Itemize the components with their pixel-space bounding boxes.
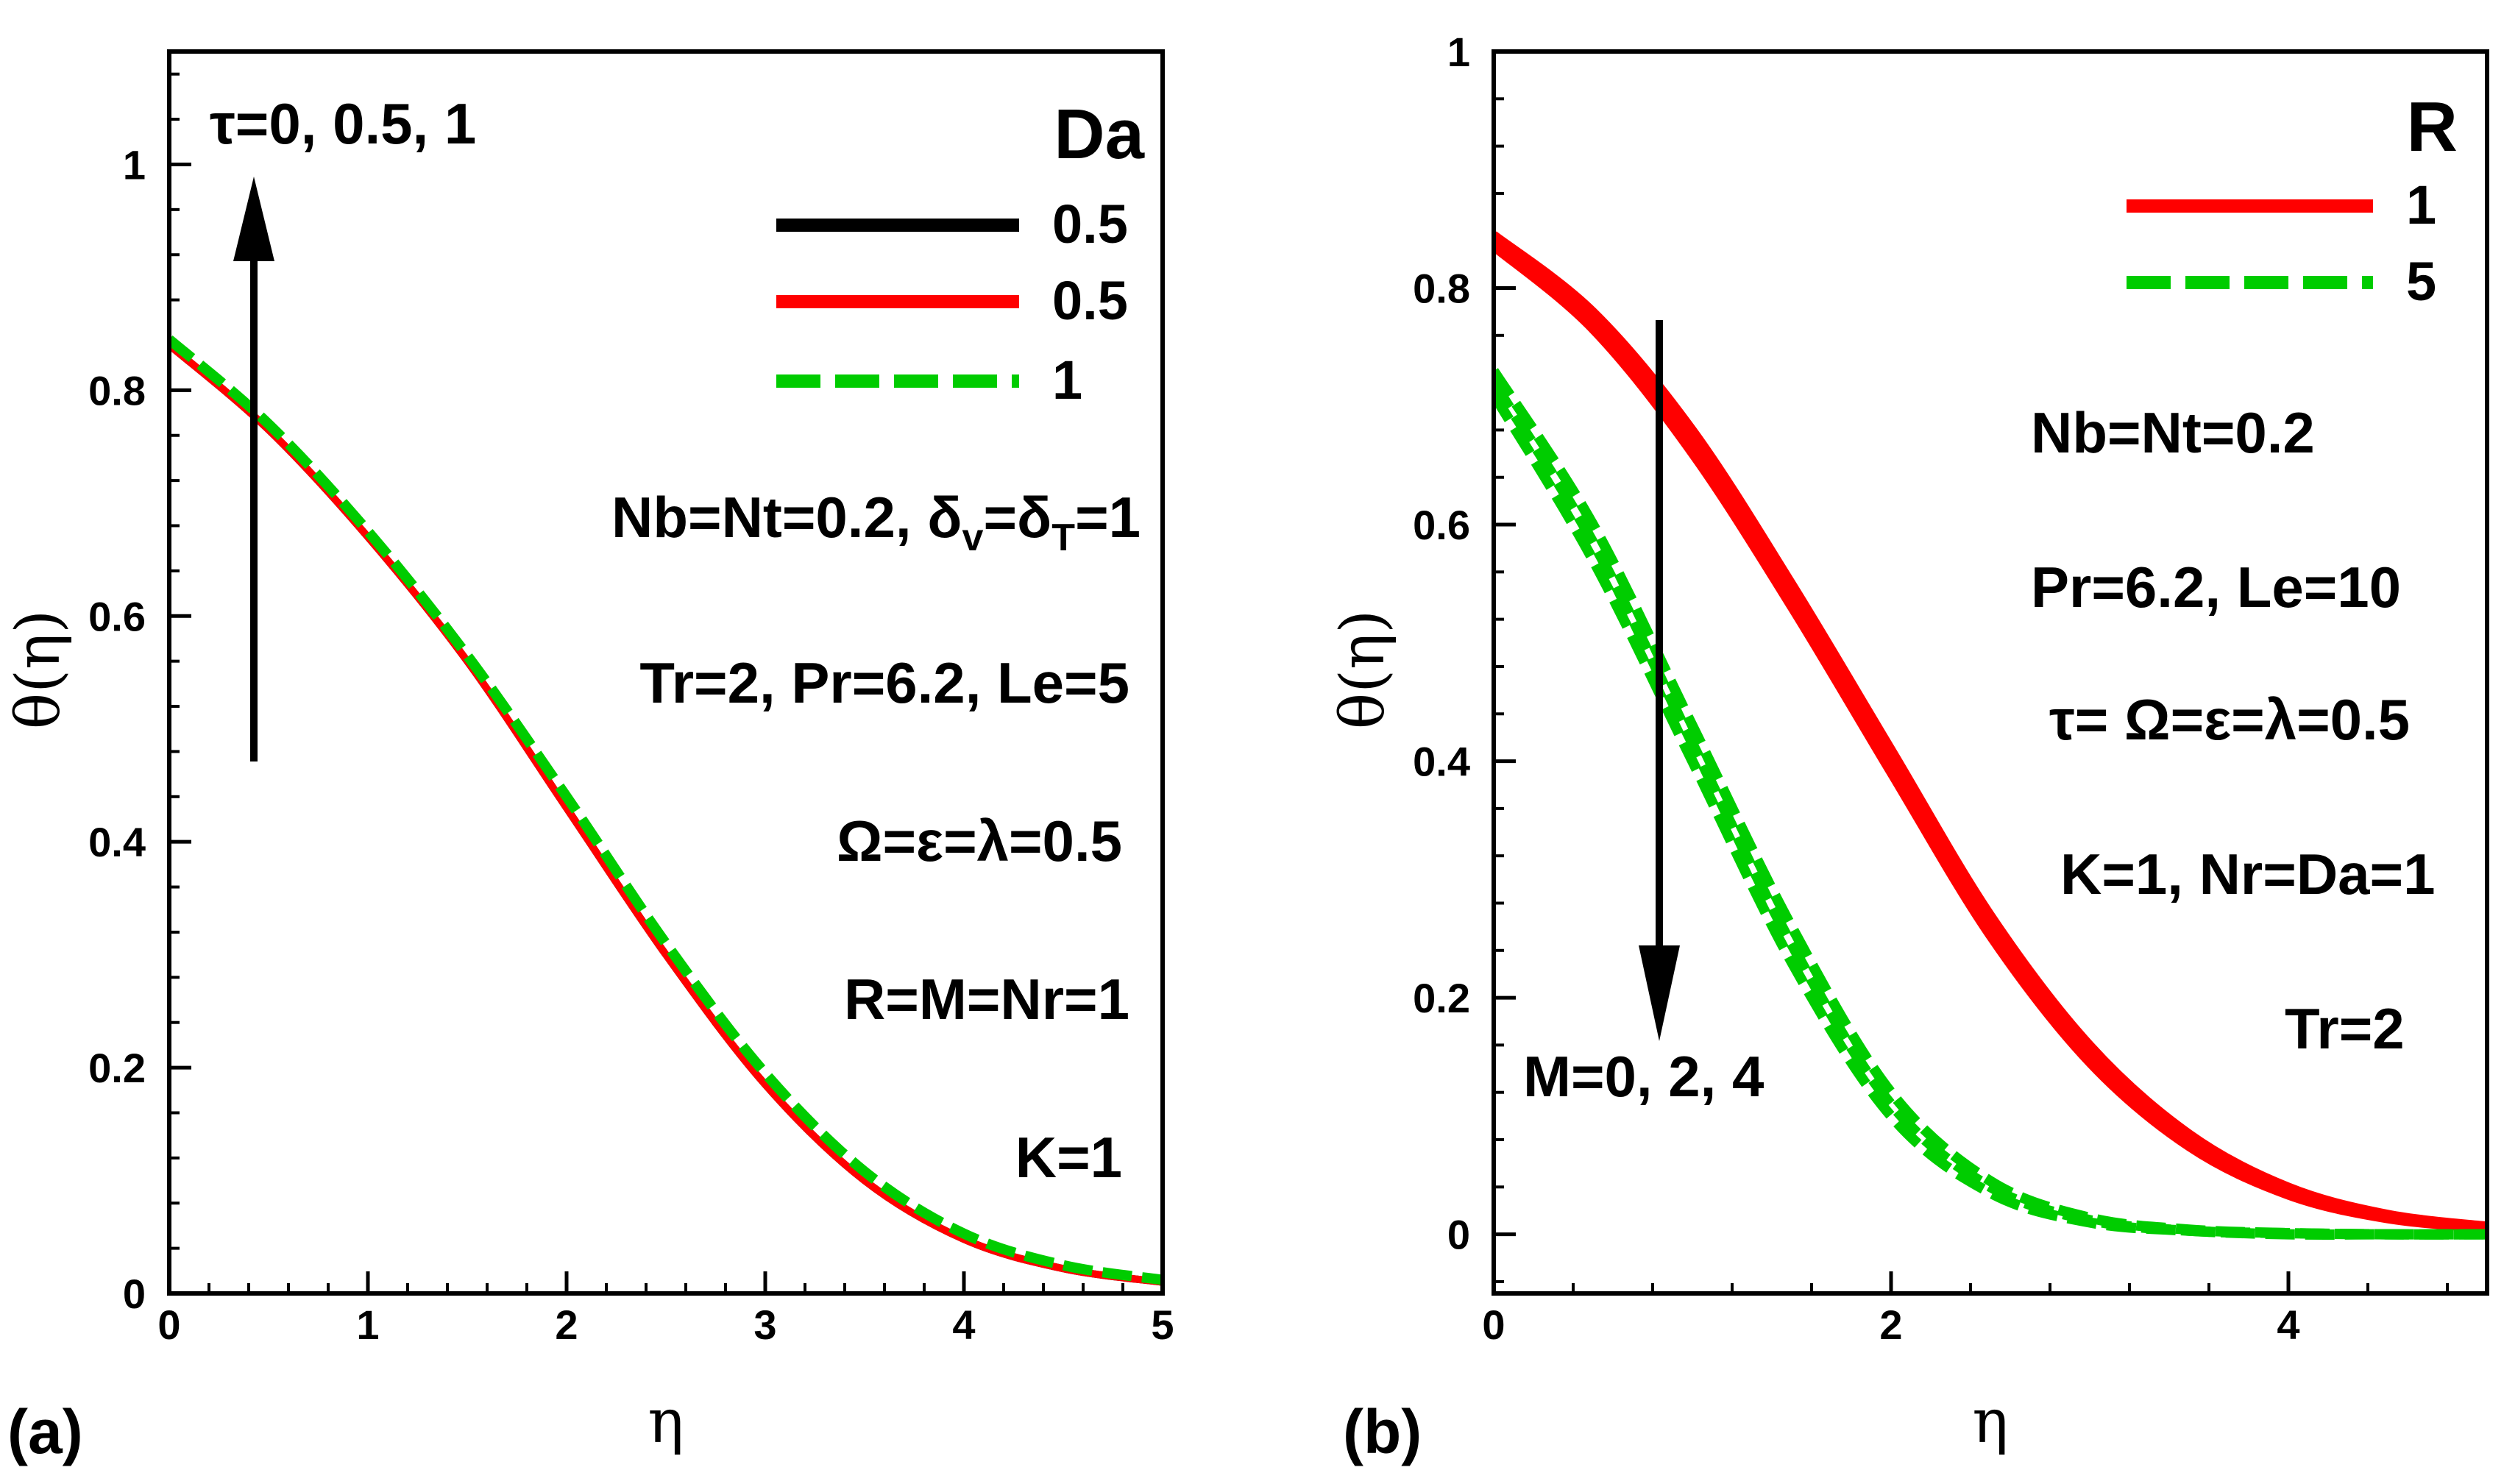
x-axis-label-a: η [648,1387,684,1457]
tau-arrowhead-a [233,177,274,261]
x-tick-label: 3 [753,1302,776,1348]
y-tick-label: 0.8 [88,367,146,413]
m-arrowhead-b [1639,945,1680,1041]
x-axis-label-b: η [1972,1387,2008,1457]
y-tick-label: 1 [1447,29,1470,75]
y-tick-label: 0.4 [88,819,146,865]
x-tick-label: 2 [1879,1302,1902,1348]
y-tick-label: 0.6 [1413,502,1470,548]
legend-title-b: R [2407,88,2458,166]
y-tick-label: 0.4 [1413,739,1470,785]
x-tick-label: 0 [1482,1302,1505,1348]
legend-label-a3: 1 [1052,349,1082,411]
x-tick-label: 1 [356,1302,379,1348]
legend-label-b1: 1 [2406,174,2436,235]
m-label-b: M=0, 2, 4 [1523,1044,1764,1109]
panel-label-b: (b) [1343,1397,1422,1466]
series-line-5 [1494,391,2487,1240]
params-a-4: R=M=Nr=1 [844,967,1129,1032]
params-b-1: Nb=Nt=0.2 [2031,400,2315,465]
x-tick-label: 4 [2277,1302,2299,1348]
series-line-3 [1494,368,2487,1240]
params-a-5: K=1 [1015,1125,1122,1190]
params-b-3: τ= Ω=ε=λ=0.5 [2049,687,2410,752]
plot-frame-a [167,49,1165,1296]
params-b-4: K=1, Nr=Da=1 [2060,842,2435,906]
y-tick-label: 0 [123,1271,146,1317]
x-tick-label: 4 [952,1302,975,1348]
legend-label-b2: 5 [2406,251,2436,312]
legend-label-a2: 0.5 [1052,270,1128,331]
legend-label-a1: 0.5 [1052,194,1128,255]
x-tick-label: 2 [555,1302,578,1348]
params-a-2: Tr=2, Pr=6.2, Le=5 [639,650,1129,715]
y-tick-label: 0.8 [1413,266,1470,312]
params-b-5: Tr=2 [2285,996,2405,1061]
y-tick-label: 0.6 [88,593,146,639]
y-tick-label: 0.2 [1413,975,1470,1021]
y-axis-label-b: θ(η) [1328,610,1398,729]
x-ticks-b: 0 2 4 [1482,1271,2449,1348]
x-tick-label: 5 [1151,1302,1174,1348]
y-tick-label: 0.2 [88,1045,146,1091]
plot-frame-b [1492,49,2489,1296]
panel-label-a: (a) [7,1397,83,1466]
series-line-2 [169,335,1163,1285]
tau-label-a: τ=0, 0.5, 1 [210,91,476,156]
params-b-2: Pr=6.2, Le=10 [2031,555,2401,619]
params-a-3: Ω=ε=λ=0.5 [837,809,1122,873]
panel-a: 0 1 2 3 4 5 0 0.2 0.4 0.6 0.8 1 η θ(η) (a) τ=0, 0.… [4,49,1174,1466]
x-ticks-a: 0 1 2 3 4 5 [157,1271,1174,1348]
y-ticks-a: 0 0.2 0.4 0.6 0.8 1 [88,72,191,1317]
curves-a [169,335,1163,1286]
y-tick-label: 0 [1447,1212,1470,1258]
params-a-1: Nb=Nt=0.2, δv=δT=1 [611,485,1141,559]
legend-title-a: Da [1054,95,1144,174]
y-axis-label-a: θ(η) [4,610,74,729]
y-ticks-b: 0 0.2 0.4 0.6 0.8 1 [1413,29,1516,1283]
y-tick-label: 1 [123,141,146,188]
x-tick-label: 0 [157,1302,180,1348]
